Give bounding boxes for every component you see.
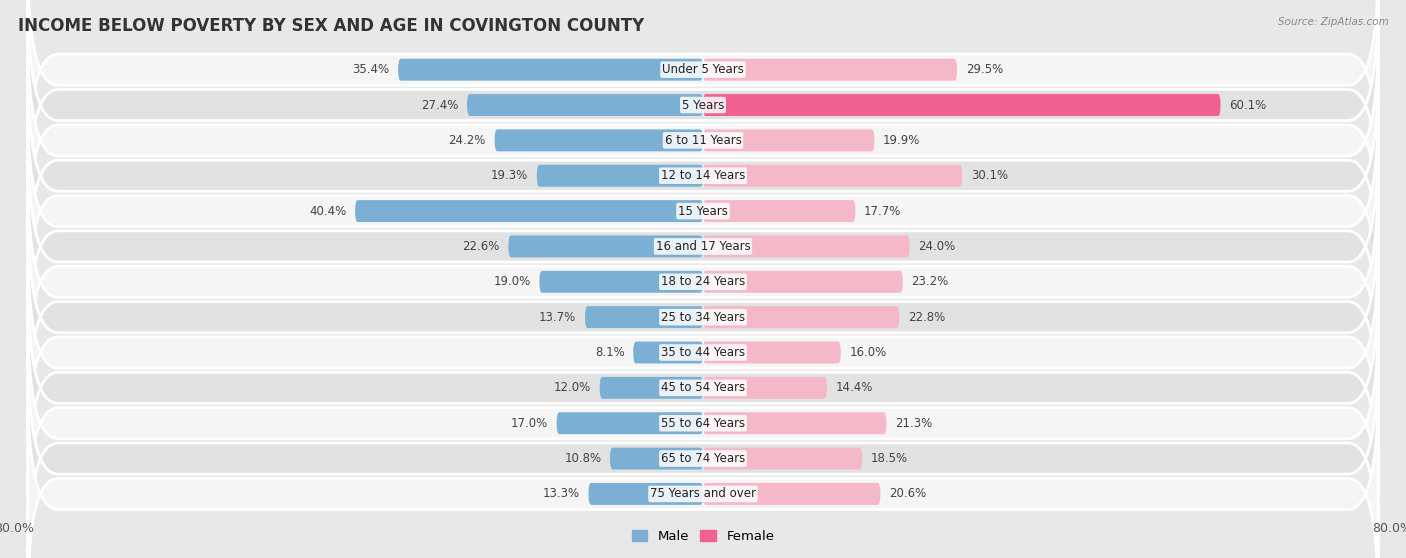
FancyBboxPatch shape	[589, 483, 703, 505]
FancyBboxPatch shape	[28, 386, 1378, 558]
FancyBboxPatch shape	[398, 59, 703, 80]
FancyBboxPatch shape	[28, 350, 1378, 558]
FancyBboxPatch shape	[28, 280, 1378, 496]
FancyBboxPatch shape	[356, 200, 703, 222]
Text: 27.4%: 27.4%	[420, 99, 458, 112]
FancyBboxPatch shape	[28, 315, 1378, 531]
Text: 5 Years: 5 Years	[682, 99, 724, 112]
Text: 6 to 11 Years: 6 to 11 Years	[665, 134, 741, 147]
Text: 19.9%: 19.9%	[883, 134, 921, 147]
FancyBboxPatch shape	[28, 0, 1378, 178]
FancyBboxPatch shape	[703, 59, 957, 80]
Text: 16.0%: 16.0%	[849, 346, 887, 359]
FancyBboxPatch shape	[599, 377, 703, 399]
Text: 18 to 24 Years: 18 to 24 Years	[661, 275, 745, 288]
Text: 35.4%: 35.4%	[353, 63, 389, 76]
Text: 13.3%: 13.3%	[543, 488, 579, 501]
FancyBboxPatch shape	[537, 165, 703, 187]
FancyBboxPatch shape	[703, 165, 962, 187]
FancyBboxPatch shape	[703, 235, 910, 257]
Legend: Male, Female: Male, Female	[626, 525, 780, 549]
FancyBboxPatch shape	[703, 271, 903, 293]
FancyBboxPatch shape	[633, 341, 703, 363]
Text: 19.0%: 19.0%	[494, 275, 531, 288]
Text: 75 Years and over: 75 Years and over	[650, 488, 756, 501]
Text: 13.7%: 13.7%	[538, 311, 576, 324]
FancyBboxPatch shape	[703, 200, 855, 222]
Text: 60.1%: 60.1%	[1229, 99, 1267, 112]
Text: 35 to 44 Years: 35 to 44 Years	[661, 346, 745, 359]
FancyBboxPatch shape	[495, 129, 703, 151]
FancyBboxPatch shape	[610, 448, 703, 469]
Text: 29.5%: 29.5%	[966, 63, 1002, 76]
Text: 45 to 54 Years: 45 to 54 Years	[661, 381, 745, 395]
FancyBboxPatch shape	[703, 129, 875, 151]
Text: 30.1%: 30.1%	[970, 169, 1008, 182]
FancyBboxPatch shape	[703, 448, 862, 469]
Text: 12 to 14 Years: 12 to 14 Years	[661, 169, 745, 182]
FancyBboxPatch shape	[703, 306, 900, 328]
Text: 19.3%: 19.3%	[491, 169, 529, 182]
Text: 20.6%: 20.6%	[889, 488, 927, 501]
Text: 18.5%: 18.5%	[870, 452, 908, 465]
Text: 21.3%: 21.3%	[896, 417, 932, 430]
Text: 8.1%: 8.1%	[595, 346, 624, 359]
FancyBboxPatch shape	[28, 244, 1378, 461]
Text: 12.0%: 12.0%	[554, 381, 591, 395]
Text: 10.8%: 10.8%	[564, 452, 602, 465]
FancyBboxPatch shape	[28, 0, 1378, 213]
Text: 65 to 74 Years: 65 to 74 Years	[661, 452, 745, 465]
FancyBboxPatch shape	[540, 271, 703, 293]
Text: 17.0%: 17.0%	[510, 417, 548, 430]
Text: Source: ZipAtlas.com: Source: ZipAtlas.com	[1278, 17, 1389, 27]
FancyBboxPatch shape	[703, 377, 827, 399]
Text: Under 5 Years: Under 5 Years	[662, 63, 744, 76]
Text: 55 to 64 Years: 55 to 64 Years	[661, 417, 745, 430]
FancyBboxPatch shape	[28, 103, 1378, 319]
FancyBboxPatch shape	[509, 235, 703, 257]
Text: 16 and 17 Years: 16 and 17 Years	[655, 240, 751, 253]
Text: 25 to 34 Years: 25 to 34 Years	[661, 311, 745, 324]
FancyBboxPatch shape	[703, 94, 1220, 116]
FancyBboxPatch shape	[703, 483, 880, 505]
Text: 17.7%: 17.7%	[865, 205, 901, 218]
FancyBboxPatch shape	[28, 209, 1378, 425]
Text: INCOME BELOW POVERTY BY SEX AND AGE IN COVINGTON COUNTY: INCOME BELOW POVERTY BY SEX AND AGE IN C…	[18, 17, 644, 35]
Text: 22.8%: 22.8%	[908, 311, 945, 324]
FancyBboxPatch shape	[467, 94, 703, 116]
FancyBboxPatch shape	[703, 341, 841, 363]
Text: 23.2%: 23.2%	[911, 275, 949, 288]
Text: 14.4%: 14.4%	[835, 381, 873, 395]
Text: 15 Years: 15 Years	[678, 205, 728, 218]
FancyBboxPatch shape	[28, 32, 1378, 248]
FancyBboxPatch shape	[557, 412, 703, 434]
Text: 22.6%: 22.6%	[463, 240, 499, 253]
FancyBboxPatch shape	[28, 174, 1378, 390]
FancyBboxPatch shape	[585, 306, 703, 328]
FancyBboxPatch shape	[703, 412, 886, 434]
Text: 40.4%: 40.4%	[309, 205, 346, 218]
Text: 24.2%: 24.2%	[449, 134, 486, 147]
FancyBboxPatch shape	[28, 68, 1378, 284]
Text: 24.0%: 24.0%	[918, 240, 956, 253]
FancyBboxPatch shape	[28, 138, 1378, 355]
